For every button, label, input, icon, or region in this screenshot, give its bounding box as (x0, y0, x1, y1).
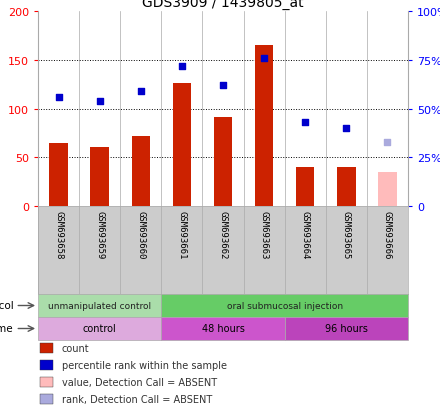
Bar (38, 317, 161, 340)
Point (220, 83, 227, 89)
Bar (90, 147, 109, 206)
Text: count: count (62, 343, 89, 353)
Bar (38, 294, 161, 317)
Text: rank, Detection Call = ABSENT: rank, Detection Call = ABSENT (62, 394, 212, 404)
Bar (378, 173, 397, 206)
Bar (214, 118, 232, 206)
Bar (40, 394, 53, 404)
Point (260, 55, 268, 62)
Bar (296, 168, 315, 206)
Bar (49, 143, 68, 206)
Title: GDS3909 / 1439805_at: GDS3909 / 1439805_at (142, 0, 304, 9)
Bar (40, 344, 53, 353)
Point (302, 119, 309, 126)
Text: GSM693665: GSM693665 (342, 211, 351, 259)
Text: GSM693660: GSM693660 (136, 211, 145, 259)
Bar (172, 84, 191, 206)
Text: GSM693658: GSM693658 (54, 211, 63, 259)
Point (137, 88, 144, 95)
Bar (40, 361, 53, 370)
Text: GSM693664: GSM693664 (301, 211, 310, 259)
Point (178, 63, 185, 70)
Text: value, Detection Call = ABSENT: value, Detection Call = ABSENT (62, 377, 217, 387)
Bar (337, 168, 356, 206)
Point (55, 94, 62, 101)
Point (96, 98, 103, 105)
Bar (255, 46, 273, 206)
Text: GSM693662: GSM693662 (219, 211, 227, 259)
Text: percentile rank within the sample: percentile rank within the sample (62, 360, 227, 370)
Bar (132, 136, 150, 206)
Bar (285, 317, 408, 340)
Point (384, 139, 391, 146)
Text: GSM693661: GSM693661 (177, 211, 187, 259)
Text: control: control (83, 324, 117, 334)
Text: GSM693659: GSM693659 (95, 211, 104, 259)
Text: GSM693666: GSM693666 (383, 211, 392, 259)
Bar (161, 317, 285, 340)
Bar (40, 377, 53, 387)
Text: 48 hours: 48 hours (202, 324, 245, 334)
Text: unmanipulated control: unmanipulated control (48, 301, 151, 310)
Text: oral submucosal injection: oral submucosal injection (227, 301, 343, 310)
Text: GSM693663: GSM693663 (260, 211, 268, 259)
Bar (161, 294, 408, 317)
Text: protocol: protocol (0, 301, 13, 311)
Point (343, 126, 350, 132)
Text: time: time (0, 324, 13, 334)
Text: 96 hours: 96 hours (325, 324, 368, 334)
